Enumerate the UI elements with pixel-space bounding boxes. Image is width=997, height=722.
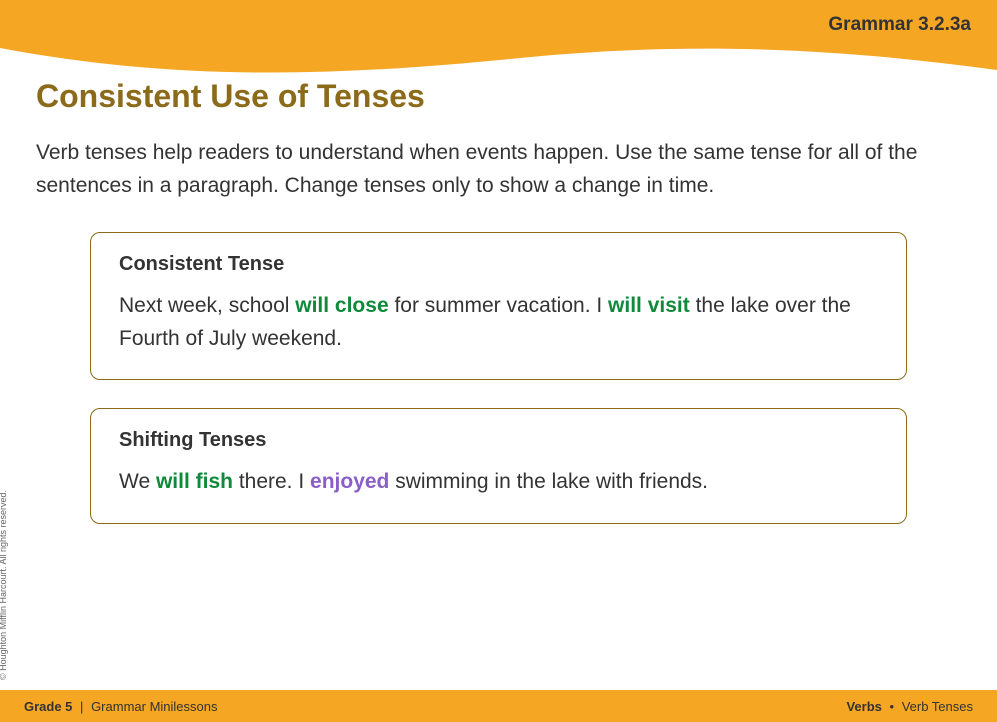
text-segment: swimming in the lake with friends. [389,470,708,493]
footer-separator: | [80,699,83,714]
content-area: Consistent Use of Tenses Verb tenses hel… [36,78,961,552]
footer-bar: Grade 5 | Grammar Minilessons Verbs • Ve… [0,690,997,722]
box2-text: We will fish there. I enjoyed swimming i… [119,466,878,499]
footer-subtopic: Verb Tenses [902,699,973,714]
box2-title: Shifting Tenses [119,429,878,452]
highlighted-verb: will visit [608,294,690,317]
footer-topic: Verbs [846,699,881,714]
intro-paragraph: Verb tenses help readers to understand w… [36,137,956,202]
box1-title: Consistent Tense [119,253,878,276]
lesson-code: Grammar 3.2.3a [828,14,971,36]
highlighted-verb: enjoyed [310,470,389,493]
footer-grade: Grade 5 [24,699,72,714]
footer-left: Grade 5 | Grammar Minilessons [24,699,217,714]
header-wave-graphic [0,0,997,85]
footer-right: Verbs • Verb Tenses [846,699,973,714]
highlighted-verb: will fish [156,470,233,493]
box1-text: Next week, school will close for summer … [119,290,878,355]
shifting-tenses-box: Shifting Tenses We will fish there. I en… [90,408,907,524]
text-segment: We [119,470,156,493]
copyright-text: © Houghton Mifflin Harcourt. All rights … [0,490,8,680]
highlighted-verb: will close [295,294,388,317]
footer-section: Grammar Minilessons [91,699,217,714]
text-segment: Next week, school [119,294,295,317]
lesson-page: Grammar 3.2.3a Consistent Use of Tenses … [0,0,997,722]
footer-dot: • [890,699,895,714]
consistent-tense-box: Consistent Tense Next week, school will … [90,232,907,380]
text-segment: there. I [233,470,310,493]
page-title: Consistent Use of Tenses [36,78,961,115]
text-segment: for summer vacation. I [389,294,608,317]
